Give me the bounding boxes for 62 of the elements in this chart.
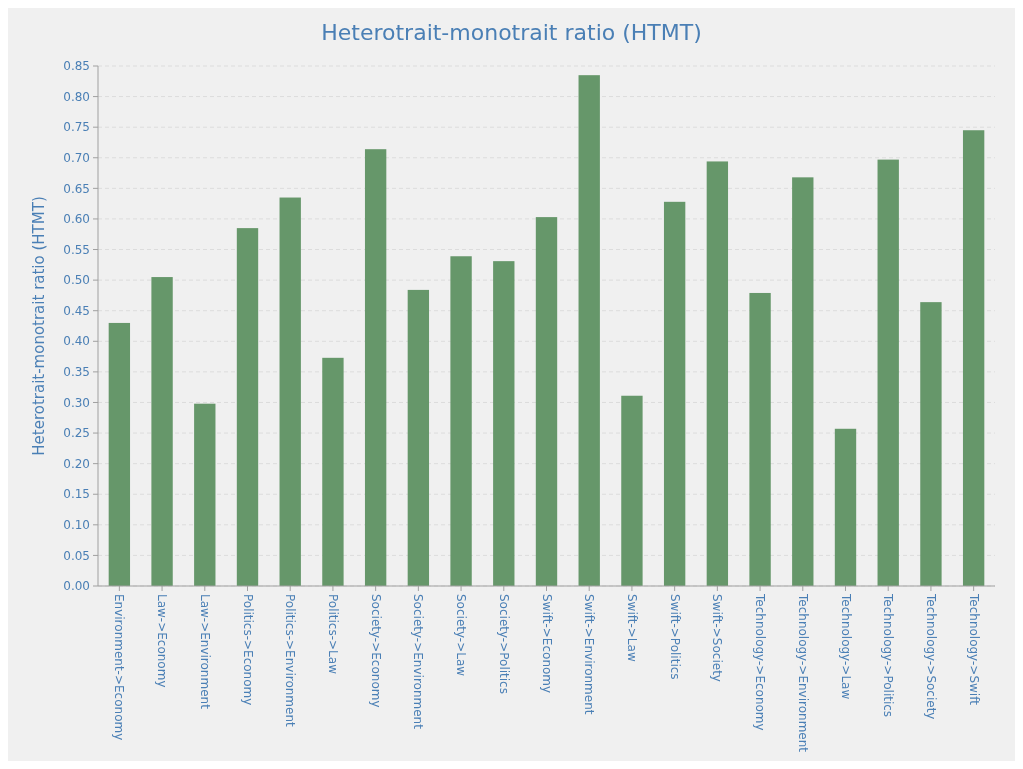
bar (621, 395, 643, 586)
x-tick-label: Swift->Politics (667, 594, 682, 680)
bar (792, 177, 814, 586)
bar (877, 159, 899, 586)
bar (578, 75, 600, 586)
y-axis-title: Heterotrait-monotrait ratio (HTMT) (30, 196, 48, 456)
x-tick-label: Environment->Economy (112, 594, 127, 741)
x-tick-label: Politics->Environment (283, 594, 298, 728)
y-tick-label: 0.55 (63, 242, 90, 257)
x-tick-label: Law->Economy (155, 594, 170, 688)
bar (663, 201, 686, 586)
x-tick-label: Politics->Economy (240, 594, 255, 706)
bar (706, 161, 729, 586)
x-tick-label: Politics->Law (325, 594, 340, 675)
bar (108, 322, 131, 586)
bar (834, 428, 857, 586)
y-tick-label: 0.50 (63, 273, 90, 288)
y-tick-label: 0.05 (63, 548, 90, 563)
x-tick-label: Technology->Politics (881, 593, 896, 718)
y-tick-label: 0.10 (63, 518, 90, 533)
x-tick-label: Society->Law (454, 594, 469, 677)
bar (749, 292, 771, 586)
y-tick-label: 0.60 (63, 212, 90, 227)
x-tick-label: Technology->Economy (753, 593, 768, 731)
x-tick-label: Technology->Environment (795, 593, 810, 753)
x-tick-label: Technology->Law (838, 593, 853, 700)
bar (450, 256, 472, 586)
y-tick-label: 0.80 (63, 89, 90, 104)
bar (920, 302, 942, 586)
y-tick-label: 0.15 (63, 487, 90, 502)
y-tick-label: 0.00 (63, 579, 90, 594)
x-tick-label: Swift->Society (710, 594, 725, 682)
bar (236, 228, 259, 586)
y-tick-label: 0.75 (63, 120, 90, 135)
x-tick-label: Society->Environment (411, 594, 426, 730)
bar (535, 217, 558, 586)
x-tick-label: Swift->Economy (539, 594, 554, 694)
x-tick-label: Technology->Swift (966, 593, 981, 706)
bar (407, 289, 430, 586)
y-tick-label: 0.65 (63, 181, 90, 196)
y-tick-label: 0.35 (63, 365, 90, 380)
y-tick-label: 0.85 (63, 59, 90, 74)
y-tick-label: 0.70 (63, 150, 90, 165)
bar (364, 149, 387, 586)
y-tick-label: 0.30 (63, 395, 90, 410)
bar (151, 277, 173, 586)
y-tick-label: 0.20 (63, 456, 90, 471)
x-tick-label: Technology->Society (923, 593, 938, 720)
bar (322, 357, 344, 586)
y-tick-label: 0.40 (63, 334, 90, 349)
bar (279, 197, 301, 586)
x-tick-label: Law->Environment (197, 594, 212, 710)
bar (194, 403, 216, 586)
x-tick-label: Swift->Law (624, 594, 639, 662)
y-tick-label: 0.45 (63, 303, 90, 318)
bar (493, 261, 515, 586)
x-tick-label: Society->Politics (496, 594, 511, 694)
chart-title: Heterotrait-monotrait ratio (HTMT) (321, 20, 702, 45)
x-tick-label: Society->Economy (368, 594, 383, 708)
bar (962, 130, 985, 586)
y-tick-label: 0.25 (63, 426, 90, 441)
x-tick-label: Swift->Environment (582, 594, 597, 715)
